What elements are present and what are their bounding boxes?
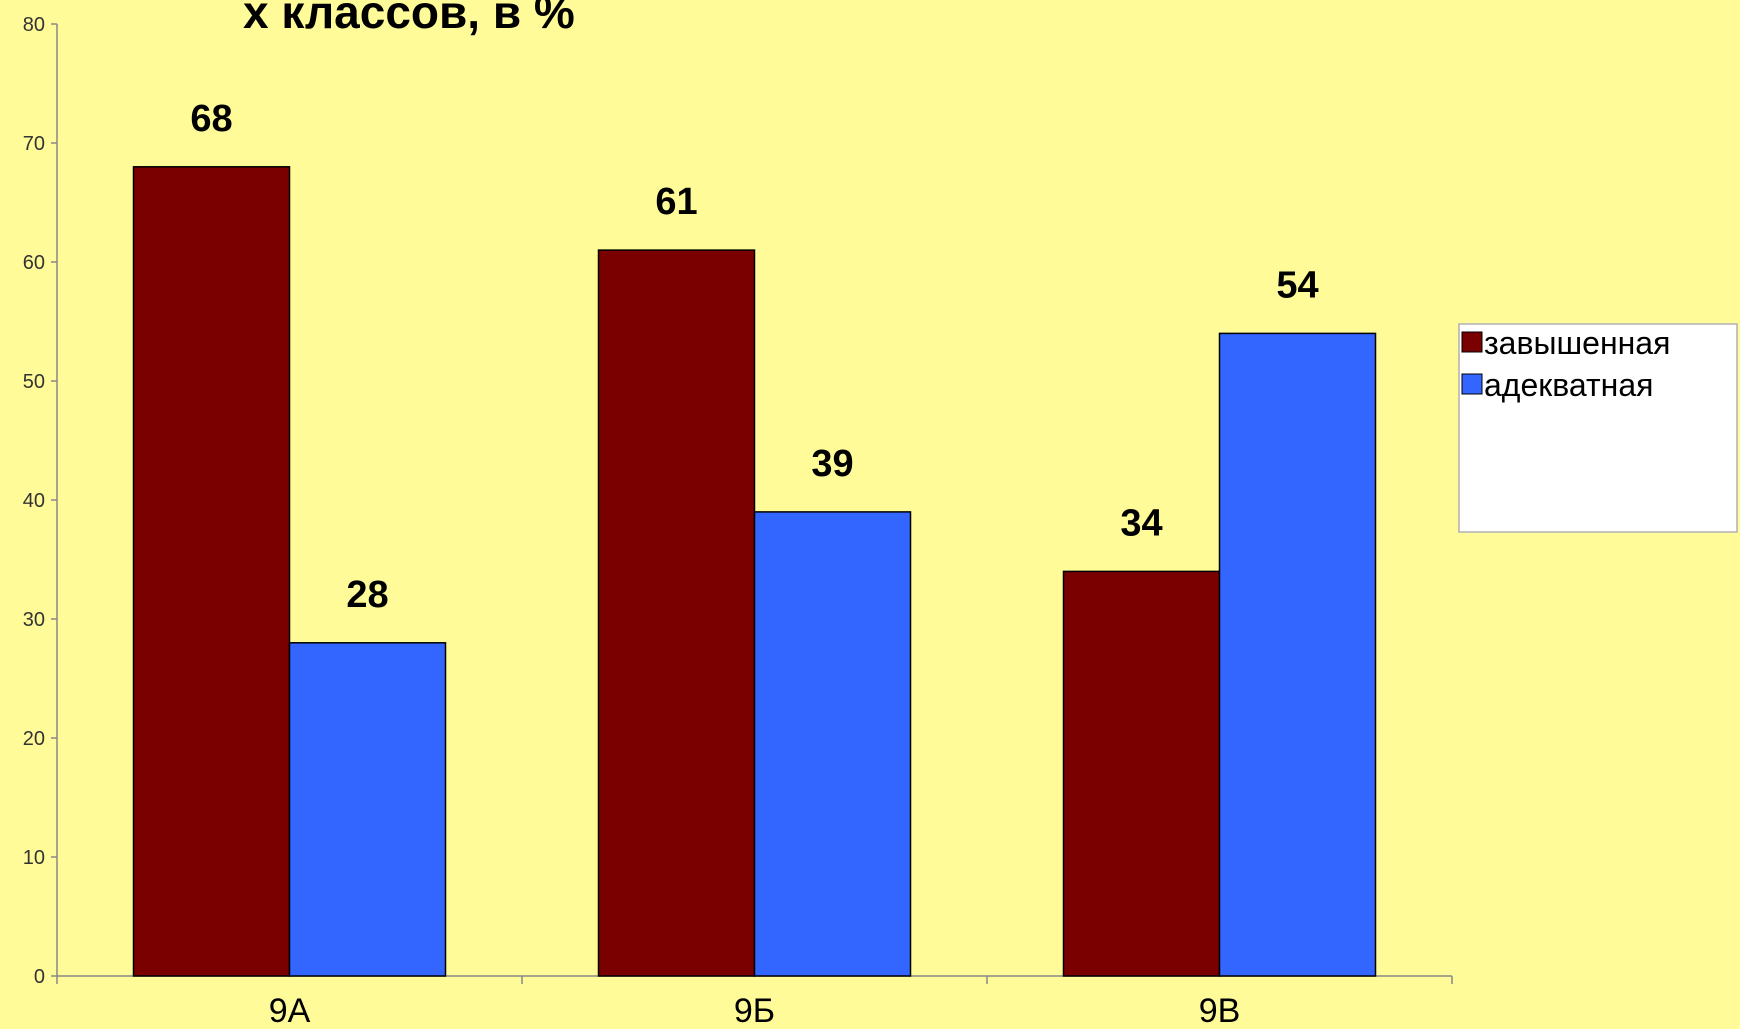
data-label: 39 [811,443,853,485]
y-tick-label: 30 [23,609,45,631]
data-label: 34 [1120,502,1162,544]
x-tick-label: 9Б [734,992,775,1029]
y-tick-label: 40 [23,490,45,512]
data-labels: 68 28 61 39 34 54 [190,98,1318,616]
legend-label-adekvatnaya: адекватная [1484,367,1653,403]
y-tick-label: 0 [34,966,45,988]
legend-label-zavyshennaya: завышенная [1484,325,1670,361]
bar [1218,332,1377,977]
bar [597,249,756,977]
legend-swatch-adekvatnaya [1461,373,1483,395]
data-label: 54 [1276,264,1318,306]
legend-swatch-zavyshennaya [1461,331,1483,353]
bar [1062,570,1221,977]
x-tick-label: 9В [1199,992,1241,1029]
y-tick-label: 50 [23,371,45,393]
y-tick-label: 10 [23,847,45,869]
chart-title: х классов, в % [243,0,575,38]
data-label: 28 [346,574,388,616]
data-label: 61 [655,181,697,223]
y-tick-label: 60 [23,252,45,274]
data-label: 68 [190,98,232,140]
y-tick-label: 80 [23,14,45,36]
legend: завышенная адекватная [1458,323,1738,533]
bar [753,511,912,977]
y-tick-label: 20 [23,728,45,750]
x-tick-label: 9А [269,992,311,1029]
bars [132,166,1377,977]
bar [132,166,291,977]
legend-box [1458,323,1738,533]
bar [288,642,447,977]
y-tick-label: 70 [23,133,45,155]
